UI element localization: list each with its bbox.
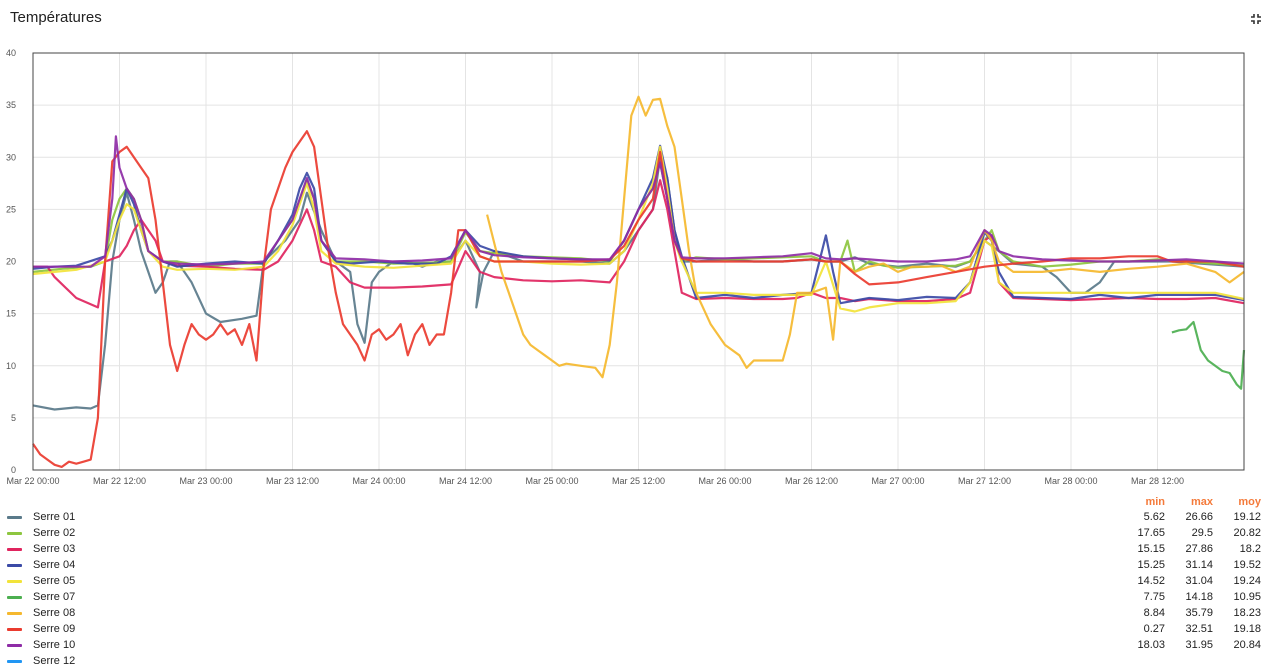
legend-avg-value: 18.2: [1239, 543, 1261, 555]
y-tick-label: 30: [6, 152, 16, 162]
legend-min-value: 18.03: [1137, 639, 1165, 651]
y-tick-label: 35: [6, 100, 16, 110]
legend-max-value: 35.79: [1185, 607, 1213, 619]
y-tick-label: 40: [6, 48, 16, 58]
legend-series-name[interactable]: Serre 02: [33, 527, 76, 539]
legend-series-name[interactable]: Serre 09: [33, 623, 76, 635]
legend-max-value: 14.18: [1185, 591, 1213, 603]
legend-series-name[interactable]: Serre 10: [33, 639, 76, 651]
legend-header-max[interactable]: max: [1190, 496, 1213, 508]
panel-title: Températures: [10, 9, 102, 26]
legend-min-value: 0.27: [1143, 623, 1165, 635]
legend-min-value: 7.75: [1143, 591, 1165, 603]
x-tick-label: Mar 23 00:00: [179, 476, 232, 486]
collapse-arrows-icon[interactable]: [1250, 13, 1262, 25]
series-line-serre-05: [32, 145, 1245, 313]
legend-swatch: [7, 660, 22, 663]
legend-min-value: 8.84: [1143, 607, 1165, 619]
legend-series-name[interactable]: Serre 05: [33, 575, 76, 587]
y-axis-ticks: 0 5 10 15 20 25 30 35 40: [6, 48, 16, 475]
legend-avg-value: 18.23: [1233, 607, 1261, 619]
legend-avg-value: 19.24: [1233, 575, 1261, 587]
x-tick-label: Mar 27 12:00: [958, 476, 1011, 486]
legend-avg-value: 19.18: [1233, 623, 1261, 635]
legend-max-value: 27.86: [1185, 543, 1213, 555]
legend-series-name[interactable]: Serre 08: [33, 607, 76, 619]
x-tick-label: Mar 27 00:00: [871, 476, 924, 486]
legend-avg-value: 20.82: [1233, 527, 1261, 539]
legend-swatch: [7, 548, 22, 551]
legend-item[interactable]: Serre 07 7.75 14.18 10.95: [0, 590, 1271, 606]
legend-series-name[interactable]: Serre 12: [33, 655, 76, 667]
legend-swatch: [7, 532, 22, 535]
x-tick-label: Mar 26 00:00: [698, 476, 751, 486]
series-line-serre-09: [32, 130, 1245, 468]
series-line-serre-07: [1171, 320, 1246, 390]
legend-series-name[interactable]: Serre 01: [33, 511, 76, 523]
legend-max-value: 32.51: [1185, 623, 1213, 635]
x-tick-label: Mar 25 00:00: [525, 476, 578, 486]
x-tick-label: Mar 28 00:00: [1044, 476, 1097, 486]
legend-header-min[interactable]: min: [1145, 496, 1165, 508]
legend-swatch: [7, 516, 22, 519]
x-tick-label: Mar 28 12:00: [1131, 476, 1184, 486]
series-line-serre-10: [33, 135, 1245, 268]
legend-header-avg[interactable]: moy: [1238, 496, 1261, 508]
legend-series-name[interactable]: Serre 04: [33, 559, 76, 571]
y-tick-label: 5: [11, 413, 16, 423]
legend-item[interactable]: Serre 01 5.62 26.66 19.12: [0, 510, 1271, 526]
legend-min-value: 14.52: [1137, 575, 1165, 587]
legend-avg-value: 19.12: [1233, 511, 1261, 523]
x-tick-label: Mar 24 00:00: [352, 476, 405, 486]
legend-swatch: [7, 580, 22, 583]
x-tick-label: Mar 24 12:00: [439, 476, 492, 486]
legend-series-name[interactable]: Serre 03: [33, 543, 76, 555]
legend-swatch: [7, 628, 22, 631]
legend-item[interactable]: Serre 04 15.25 31.14 19.52: [0, 558, 1271, 574]
x-tick-label: Mar 26 12:00: [785, 476, 838, 486]
legend-max-value: 29.5: [1191, 527, 1213, 539]
legend-swatch: [7, 612, 22, 615]
series-lines: [32, 95, 1246, 468]
legend-max-value: 26.66: [1185, 511, 1213, 523]
legend-item[interactable]: Serre 09 0.27 32.51 19.18: [0, 622, 1271, 638]
x-axis-ticks: Mar 22 00:00 Mar 22 12:00 Mar 23 00:00 Mar …: [6, 476, 1184, 486]
temperature-line-chart: 0 5 10 15 20 25 30 35 40 Mar 22 00:00 Mar 22 12:0…: [6, 48, 1246, 486]
legend-max-value: 31.95: [1185, 639, 1213, 651]
legend-avg-value: 10.95: [1233, 591, 1261, 603]
legend-item[interactable]: Serre 05 14.52 31.04 19.24: [0, 574, 1271, 590]
x-tick-label: Mar 22 12:00: [93, 476, 146, 486]
legend-item[interactable]: Serre 03 15.15 27.86 18.2: [0, 542, 1271, 558]
legend-min-value: 17.65: [1137, 527, 1165, 539]
legend-item[interactable]: Serre 10 18.03 31.95 20.84: [0, 638, 1271, 654]
legend-item[interactable]: Serre 02 17.65 29.5 20.82: [0, 526, 1271, 542]
legend-avg-value: 19.52: [1233, 559, 1261, 571]
legend-swatch: [7, 564, 22, 567]
x-tick-label: Mar 23 12:00: [266, 476, 319, 486]
plot-area-border: [32, 52, 1245, 471]
legend-series-name[interactable]: Serre 07: [33, 591, 76, 603]
legend-max-value: 31.04: [1185, 575, 1213, 587]
legend-min-value: 5.62: [1143, 511, 1165, 523]
y-tick-label: 10: [6, 361, 16, 371]
legend-swatch: [7, 596, 22, 599]
legend-min-value: 15.15: [1137, 543, 1165, 555]
legend-swatch: [7, 644, 22, 647]
y-tick-label: 15: [6, 309, 16, 319]
y-tick-label: 20: [6, 257, 16, 267]
legend-item[interactable]: Serre 12: [0, 654, 1271, 670]
legend-avg-value: 20.84: [1233, 639, 1261, 651]
x-tick-label: Mar 25 12:00: [612, 476, 665, 486]
legend-max-value: 31.14: [1185, 559, 1213, 571]
y-tick-label: 25: [6, 204, 16, 214]
legend-min-value: 15.25: [1137, 559, 1165, 571]
x-tick-label: Mar 22 00:00: [6, 476, 59, 486]
series-line-serre-08: [486, 95, 1245, 379]
y-tick-label: 0: [11, 465, 16, 475]
chart-grid: [32, 52, 1244, 471]
legend-item[interactable]: Serre 08 8.84 35.79 18.23: [0, 606, 1271, 622]
